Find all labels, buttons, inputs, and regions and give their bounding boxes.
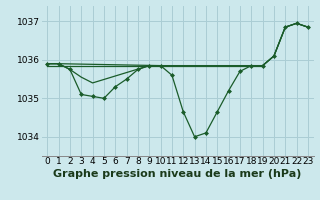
X-axis label: Graphe pression niveau de la mer (hPa): Graphe pression niveau de la mer (hPa) xyxy=(53,169,302,179)
